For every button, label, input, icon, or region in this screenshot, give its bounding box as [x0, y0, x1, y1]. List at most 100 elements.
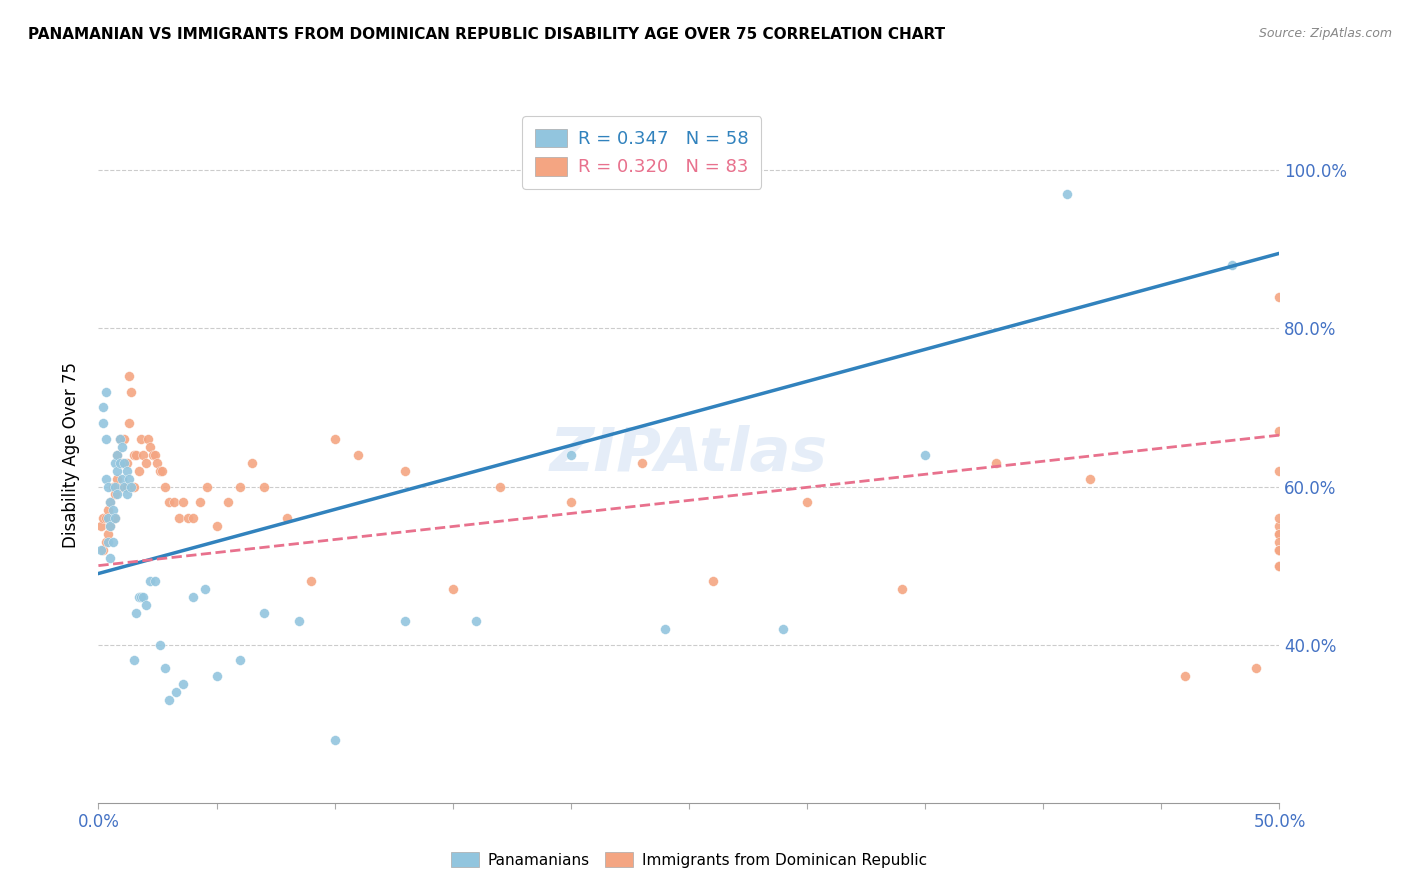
Point	[98, 495, 121, 509]
Point	[347, 448, 370, 462]
Point	[90, 542, 112, 557]
Point	[105, 464, 128, 478]
Point	[97, 479, 120, 493]
Point	[101, 511, 124, 525]
Point	[118, 368, 141, 383]
Point	[323, 732, 346, 747]
Point	[560, 495, 582, 509]
Point	[139, 440, 162, 454]
Point	[1244, 661, 1267, 675]
Point	[101, 479, 124, 493]
Point	[128, 464, 150, 478]
Point	[149, 464, 172, 478]
Point	[111, 440, 134, 454]
Point	[125, 448, 148, 462]
Point	[772, 622, 794, 636]
Point	[118, 417, 141, 431]
Point	[101, 535, 124, 549]
Point	[128, 591, 150, 605]
Point	[108, 432, 131, 446]
Point	[1268, 527, 1291, 541]
Point	[1080, 472, 1102, 486]
Point	[465, 614, 488, 628]
Point	[181, 591, 204, 605]
Point	[489, 479, 512, 493]
Point	[1268, 542, 1291, 557]
Point	[139, 574, 162, 589]
Point	[125, 606, 148, 620]
Point	[172, 495, 194, 509]
Point	[121, 384, 143, 399]
Point	[105, 472, 128, 486]
Point	[97, 503, 120, 517]
Point	[229, 479, 252, 493]
Point	[253, 479, 276, 493]
Point	[136, 432, 159, 446]
Point	[111, 456, 134, 470]
Point	[1268, 424, 1291, 438]
Point	[1268, 542, 1291, 557]
Point	[1268, 519, 1291, 533]
Point	[217, 495, 239, 509]
Point	[1268, 542, 1291, 557]
Point	[111, 472, 134, 486]
Point	[108, 456, 131, 470]
Point	[394, 464, 416, 478]
Point	[91, 417, 114, 431]
Point	[153, 661, 176, 675]
Point	[177, 511, 200, 525]
Point	[1268, 464, 1291, 478]
Point	[1268, 542, 1291, 557]
Point	[91, 401, 114, 415]
Point	[132, 591, 155, 605]
Point	[394, 614, 416, 628]
Point	[98, 519, 121, 533]
Point	[121, 479, 143, 493]
Point	[1220, 258, 1243, 272]
Point	[111, 479, 134, 493]
Point	[143, 448, 166, 462]
Point	[188, 495, 211, 509]
Point	[97, 535, 120, 549]
Point	[91, 542, 114, 557]
Point	[1268, 558, 1291, 573]
Point	[299, 574, 322, 589]
Point	[108, 432, 131, 446]
Point	[1268, 542, 1291, 557]
Point	[118, 472, 141, 486]
Point	[122, 479, 145, 493]
Point	[129, 591, 152, 605]
Point	[115, 479, 138, 493]
Point	[149, 638, 172, 652]
Point	[104, 511, 127, 525]
Point	[132, 448, 155, 462]
Point	[104, 487, 127, 501]
Point	[1268, 527, 1291, 541]
Point	[129, 432, 152, 446]
Point	[94, 511, 117, 525]
Point	[153, 479, 176, 493]
Point	[97, 511, 120, 525]
Point	[163, 495, 186, 509]
Point	[146, 456, 169, 470]
Point	[288, 614, 311, 628]
Point	[654, 622, 676, 636]
Point	[104, 511, 127, 525]
Point	[1268, 511, 1291, 525]
Point	[157, 495, 180, 509]
Point	[105, 448, 128, 462]
Point	[115, 464, 138, 478]
Point	[229, 653, 252, 667]
Point	[122, 653, 145, 667]
Text: Source: ZipAtlas.com: Source: ZipAtlas.com	[1258, 27, 1392, 40]
Point	[112, 432, 135, 446]
Point	[167, 511, 190, 525]
Point	[1268, 535, 1291, 549]
Point	[1056, 187, 1078, 202]
Point	[135, 456, 157, 470]
Point	[104, 456, 127, 470]
Point	[98, 550, 121, 565]
Point	[253, 606, 276, 620]
Point	[323, 432, 346, 446]
Legend: Panamanians, Immigrants from Dominican Republic: Panamanians, Immigrants from Dominican R…	[443, 844, 935, 875]
